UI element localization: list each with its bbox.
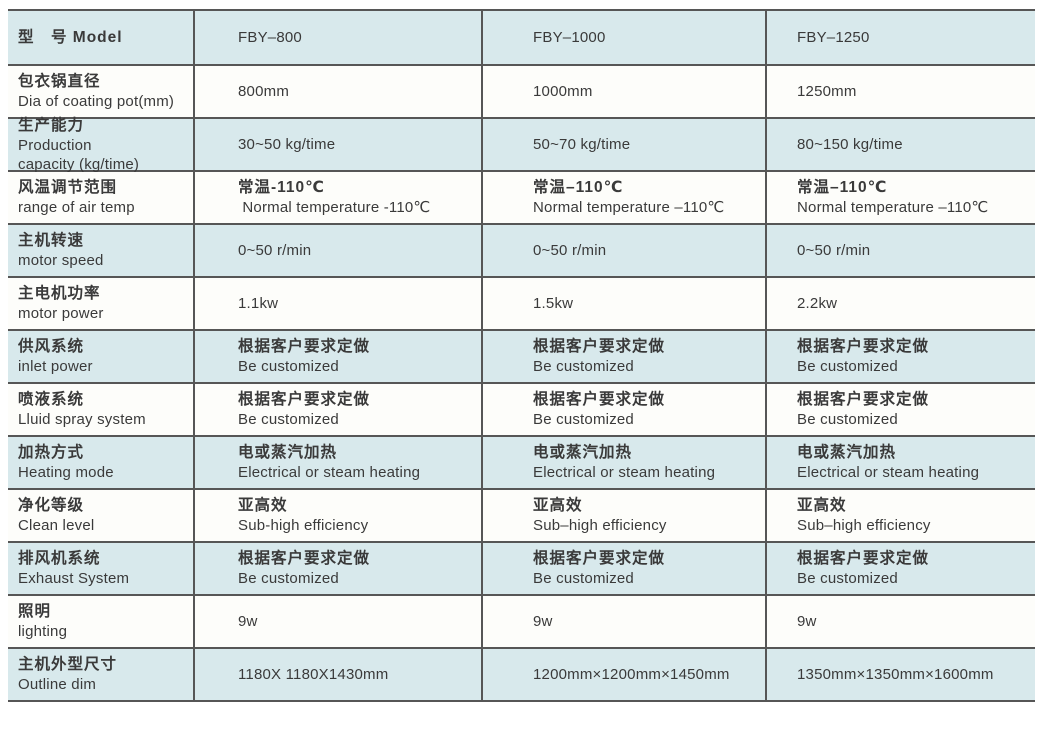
row-label-cell: 主电机功率 motor power (8, 278, 193, 329)
cell-air-temp-fby800: 常温-110℃ Normal temperature -110℃ (193, 172, 481, 223)
row-label-cell: 加热方式 Heating mode (8, 437, 193, 488)
label-en: Production capacity (kg/time) (18, 136, 140, 173)
label-zh: 主电机功率 (18, 285, 101, 302)
cell-clean-fby800: 亚高效 Sub-high efficiency (193, 490, 481, 541)
row-production-capacity: 生产能力 Production capacity (kg/time) 30~50… (8, 116, 1035, 173)
row-label-cell: 型 号 Model (8, 11, 193, 64)
spec-table: 型 号 Model FBY–800 FBY–1000 FBY–1250 包衣锅直… (8, 9, 1035, 702)
cell-outline-fby1250: 1350mm×1350mm×1600mm (765, 649, 1035, 700)
row-inlet-power: 供风系统 inlet power 根据客户要求定做 Be customized … (8, 329, 1035, 382)
row-label-cell: 包衣锅直径 Dia of coating pot(mm) (8, 66, 193, 117)
label-en: Outline dim (18, 676, 97, 693)
cell-capacity-fby1250: 80~150 kg/time (765, 119, 1035, 170)
cell-spray-fby800: 根据客户要求定做 Be customized (193, 384, 481, 435)
row-label-cell: 风温调节范围 range of air temp (8, 172, 193, 223)
cell-inlet-power-fby800: 根据客户要求定做 Be customized (193, 331, 481, 382)
label-zh: 加热方式 (18, 444, 85, 461)
cell-pot-diameter-fby1250: 1250mm (765, 66, 1035, 117)
label-en: Lluid spray system (18, 411, 146, 428)
label-zh: 包衣锅直径 (18, 73, 101, 90)
cell-model-fby800: FBY–800 (193, 11, 481, 64)
cell-motor-speed-fby1250: 0~50 r/min (765, 225, 1035, 276)
cell-lighting-fby800: 9w (193, 596, 481, 647)
cell-motor-power-fby800: 1.1kw (193, 278, 481, 329)
row-model: 型 号 Model FBY–800 FBY–1000 FBY–1250 (8, 11, 1035, 64)
label-zh: 主机外型尺寸 (18, 656, 118, 673)
cell-motor-power-fby1000: 1.5kw (481, 278, 765, 329)
label-en: Clean level (18, 517, 95, 534)
row-motor-power: 主电机功率 motor power 1.1kw 1.5kw 2.2kw (8, 276, 1035, 329)
cell-heating-fby1000: 电或蒸汽加热 Electrical or steam heating (481, 437, 765, 488)
label-en: lighting (18, 623, 68, 640)
cell-pot-diameter-fby800: 800mm (193, 66, 481, 117)
cell-air-temp-fby1250: 常温–110℃ Normal temperature –110℃ (765, 172, 1035, 223)
cell-exhaust-fby800: 根据客户要求定做 Be customized (193, 543, 481, 594)
label-zh: 生产能力 (18, 116, 85, 134)
row-label-cell: 喷液系统 Lluid spray system (8, 384, 193, 435)
row-label-cell: 净化等级 Clean level (8, 490, 193, 541)
cell-clean-fby1250: 亚高效 Sub–high efficiency (765, 490, 1035, 541)
cell-clean-fby1000: 亚高效 Sub–high efficiency (481, 490, 765, 541)
cell-spray-fby1250: 根据客户要求定做 Be customized (765, 384, 1035, 435)
row-lighting: 照明 lighting 9w 9w 9w (8, 594, 1035, 647)
cell-heating-fby1250: 电或蒸汽加热 Electrical or steam heating (765, 437, 1035, 488)
cell-outline-fby800: 1180X 1180X1430mm (193, 649, 481, 700)
row-heating-mode: 加热方式 Heating mode 电或蒸汽加热 Electrical or s… (8, 435, 1035, 488)
cell-inlet-power-fby1250: 根据客户要求定做 Be customized (765, 331, 1035, 382)
label-en: inlet power (18, 358, 93, 375)
cell-motor-power-fby1250: 2.2kw (765, 278, 1035, 329)
row-air-temp-range: 风温调节范围 range of air temp 常温-110℃ Normal … (8, 170, 1035, 223)
row-exhaust-system: 排风机系统 Exhaust System 根据客户要求定做 Be customi… (8, 541, 1035, 594)
label-en: range of air temp (18, 199, 135, 216)
cell-lighting-fby1000: 9w (481, 596, 765, 647)
row-label-cell: 主机转速 motor speed (8, 225, 193, 276)
cell-model-fby1250: FBY–1250 (765, 11, 1035, 64)
cell-exhaust-fby1000: 根据客户要求定做 Be customized (481, 543, 765, 594)
row-label-cell: 生产能力 Production capacity (kg/time) (8, 116, 193, 173)
cell-spray-fby1000: 根据客户要求定做 Be customized (481, 384, 765, 435)
cell-capacity-fby800: 30~50 kg/time (193, 119, 481, 170)
cell-motor-speed-fby1000: 0~50 r/min (481, 225, 765, 276)
row-outline-dim: 主机外型尺寸 Outline dim 1180X 1180X1430mm 120… (8, 647, 1035, 700)
label-en: motor speed (18, 252, 104, 269)
label-zh: 供风系统 (18, 338, 85, 355)
cell-outline-fby1000: 1200mm×1200mm×1450mm (481, 649, 765, 700)
row-motor-speed: 主机转速 motor speed 0~50 r/min 0~50 r/min 0… (8, 223, 1035, 276)
label-zh: 照明 (18, 603, 52, 620)
label-zh: 主机转速 (18, 232, 85, 249)
label-zh: 风温调节范围 (18, 179, 118, 196)
label-en: motor power (18, 305, 104, 322)
label-zh: 排风机系统 (18, 550, 101, 567)
cell-inlet-power-fby1000: 根据客户要求定做 Be customized (481, 331, 765, 382)
row-label-cell: 照明 lighting (8, 596, 193, 647)
label-en: Exhaust System (18, 570, 130, 587)
cell-exhaust-fby1250: 根据客户要求定做 Be customized (765, 543, 1035, 594)
cell-pot-diameter-fby1000: 1000mm (481, 66, 765, 117)
row-pot-diameter: 包衣锅直径 Dia of coating pot(mm) 800mm 1000m… (8, 64, 1035, 117)
cell-heating-fby800: 电或蒸汽加热 Electrical or steam heating (193, 437, 481, 488)
row-clean-level: 净化等级 Clean level 亚高效 Sub-high efficiency… (8, 488, 1035, 541)
cell-capacity-fby1000: 50~70 kg/time (481, 119, 765, 170)
cell-air-temp-fby1000: 常温–110℃ Normal temperature –110℃ (481, 172, 765, 223)
cell-model-fby1000: FBY–1000 (481, 11, 765, 64)
row-spray-system: 喷液系统 Lluid spray system 根据客户要求定做 Be cust… (8, 382, 1035, 435)
row-label-cell: 供风系统 inlet power (8, 331, 193, 382)
label-zh: 净化等级 (18, 497, 85, 514)
cell-lighting-fby1250: 9w (765, 596, 1035, 647)
label-en: Heating mode (18, 464, 114, 481)
label-zh: 型 号 Model (18, 28, 123, 46)
label-zh: 喷液系统 (18, 391, 85, 408)
row-label-cell: 排风机系统 Exhaust System (8, 543, 193, 594)
label-en: Dia of coating pot(mm) (18, 93, 175, 110)
cell-motor-speed-fby800: 0~50 r/min (193, 225, 481, 276)
row-label-cell: 主机外型尺寸 Outline dim (8, 649, 193, 700)
